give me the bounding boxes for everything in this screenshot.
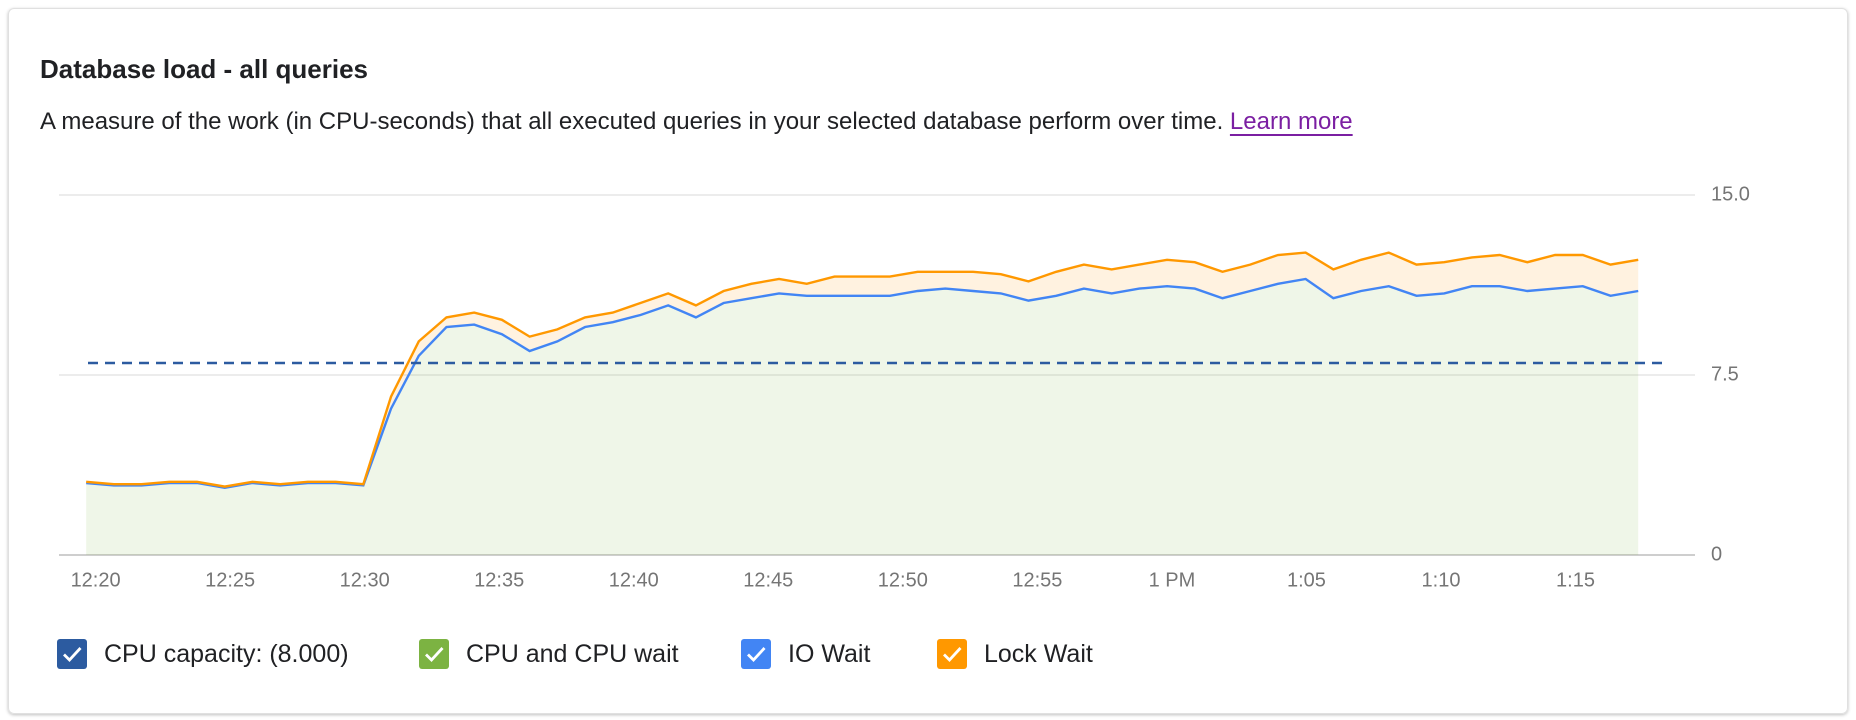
checkbox-fill xyxy=(57,639,87,669)
y-tick-label: 0 xyxy=(1711,543,1722,565)
x-tick-label: 1:05 xyxy=(1287,569,1326,591)
area xyxy=(86,279,1639,555)
check-mark xyxy=(943,647,962,663)
description-row: A measure of the work (in CPU-seconds) t… xyxy=(40,108,1353,136)
x-tick-label: 12:35 xyxy=(474,569,524,591)
checkbox[interactable] xyxy=(56,638,88,670)
legend-item[interactable]: CPU and CPU wait xyxy=(418,638,679,670)
x-tick-label: 12:50 xyxy=(878,569,928,591)
card-title: Database load - all queries xyxy=(40,54,369,84)
area xyxy=(86,252,1639,488)
line xyxy=(86,251,1639,488)
legend-label: CPU and CPU wait xyxy=(466,639,679,668)
x-tick-label: 12:30 xyxy=(340,569,390,591)
check-mark xyxy=(63,647,82,663)
legend-item[interactable]: Lock Wait xyxy=(936,638,1093,670)
x-tick-label: 12:45 xyxy=(743,569,793,591)
x-tick-label: 1:15 xyxy=(1556,569,1595,591)
checkbox-fill xyxy=(741,639,771,669)
check-mark xyxy=(747,647,766,663)
legend-label: Lock Wait xyxy=(984,639,1093,668)
y-tick-label: 15.0 xyxy=(1711,183,1750,205)
check-mark xyxy=(425,647,444,663)
learn-more-link[interactable]: Learn more xyxy=(1229,108,1353,135)
card xyxy=(8,8,1848,714)
legend-item[interactable]: IO Wait xyxy=(740,638,870,670)
x-tick-label: 1 PM xyxy=(1149,569,1196,591)
x-tick-label: 12:25 xyxy=(205,569,255,591)
legend-label: IO Wait xyxy=(788,639,871,668)
checkbox[interactable] xyxy=(740,638,772,670)
x-tick-label: 12:40 xyxy=(609,569,659,591)
checkbox-fill xyxy=(419,639,449,669)
description: A measure of the work (in CPU-seconds) t… xyxy=(40,108,1224,135)
legend-label: CPU capacity: (8.000) xyxy=(104,639,349,668)
x-tick-label: 12:20 xyxy=(71,569,121,591)
checkbox[interactable] xyxy=(936,638,968,670)
legend-item[interactable]: CPU capacity: (8.000) xyxy=(56,638,349,670)
x-tick-label: 1:10 xyxy=(1422,569,1461,591)
checkbox-fill xyxy=(937,639,967,669)
checkbox[interactable] xyxy=(418,638,450,670)
y-tick-label: 7.5 xyxy=(1711,363,1739,385)
x-tick-label: 12:55 xyxy=(1012,569,1062,591)
